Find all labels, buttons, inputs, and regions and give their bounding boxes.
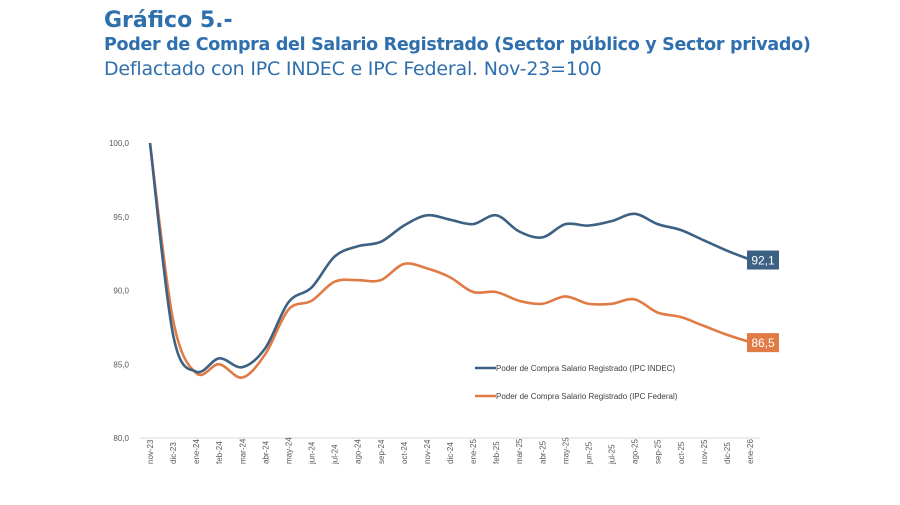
- chart-subtitle: Deflactado con IPC INDEC e IPC Federal. …: [104, 58, 602, 80]
- x-tick-label: nov-25: [700, 439, 709, 464]
- x-tick-label: abr-24: [261, 440, 270, 464]
- chart-label: Gráfico 5.-: [104, 8, 233, 33]
- x-tick-label: abr-25: [538, 440, 547, 464]
- x-tick-label: ene-25: [469, 439, 478, 464]
- x-tick-label: nov-24: [423, 439, 432, 464]
- x-tick-label: may-25: [561, 437, 570, 464]
- x-tick-label: dic-23: [169, 442, 178, 464]
- x-tick-label: jun-25: [584, 441, 593, 465]
- end-label-box: [747, 250, 779, 270]
- x-tick-label: may-24: [284, 437, 293, 464]
- series-line-indec: [148, 142, 751, 374]
- x-tick-label: dic-24: [446, 442, 455, 464]
- x-tick-label: sep-25: [654, 439, 663, 464]
- x-tick-label: dic-25: [723, 442, 732, 464]
- x-tick-label: jul-25: [608, 444, 617, 465]
- x-tick-label: feb-25: [492, 441, 501, 464]
- x-tick-label: jun-24: [308, 441, 317, 465]
- end-data-label: 86,5: [751, 336, 775, 350]
- y-tick-label: 100,0: [109, 139, 130, 148]
- y-tick-label: 90,0: [113, 287, 129, 296]
- x-tick-label: jul-24: [331, 444, 340, 465]
- x-tick-label: oct-24: [400, 441, 409, 464]
- x-tick-label: ene-24: [192, 439, 201, 464]
- series-line-federal: [148, 142, 751, 379]
- x-tick-label: mar-25: [515, 438, 524, 464]
- chart-title: Poder de Compra del Salario Registrado (…: [104, 35, 811, 55]
- x-tick-label: sep-24: [377, 439, 386, 464]
- end-label-box: [747, 333, 779, 353]
- x-tick-label: mar-24: [238, 438, 247, 464]
- x-tick-label: oct-25: [677, 441, 686, 464]
- x-tick-label: ago-24: [354, 439, 363, 464]
- x-tick-label: nov-23: [146, 439, 155, 464]
- legend-label: Poder de Compra Salario Registrado (IPC …: [496, 392, 678, 401]
- x-tick-label: ago-25: [631, 439, 640, 464]
- y-tick-label: 95,0: [113, 213, 129, 222]
- x-tick-label: feb-24: [215, 441, 224, 464]
- y-tick-label: 85,0: [113, 360, 129, 369]
- legend-label: Poder de Compra Salario Registrado (IPC …: [496, 364, 676, 373]
- end-data-label: 92,1: [751, 254, 775, 268]
- y-tick-label: 80,0: [113, 434, 129, 443]
- x-tick-label: ene-26: [746, 439, 755, 464]
